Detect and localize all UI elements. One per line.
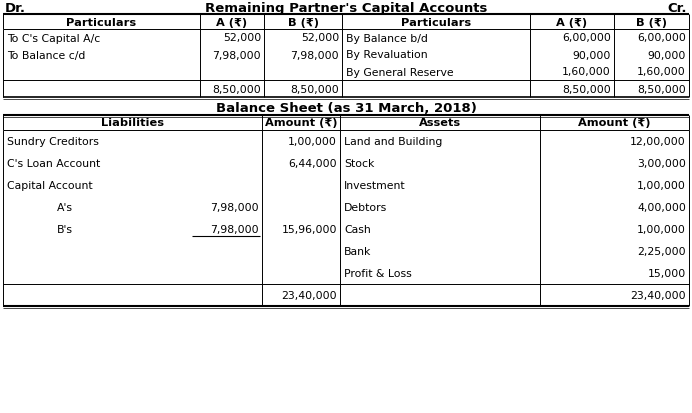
Text: A's: A's — [57, 202, 73, 212]
Text: Land and Building: Land and Building — [344, 137, 442, 147]
Text: 4,00,000: 4,00,000 — [637, 202, 686, 212]
Text: By Revaluation: By Revaluation — [346, 50, 428, 60]
Text: 15,96,000: 15,96,000 — [282, 224, 337, 235]
Text: 6,44,000: 6,44,000 — [289, 159, 337, 169]
Text: B (₹): B (₹) — [636, 17, 667, 27]
Text: 7,98,000: 7,98,000 — [210, 224, 259, 235]
Text: 7,98,000: 7,98,000 — [291, 50, 339, 60]
Text: Liabilities: Liabilities — [101, 118, 164, 128]
Text: 12,00,000: 12,00,000 — [630, 137, 686, 147]
Text: By Balance b/d: By Balance b/d — [346, 33, 428, 43]
Text: 15,000: 15,000 — [648, 268, 686, 278]
Text: 1,00,000: 1,00,000 — [637, 180, 686, 190]
Text: To C's Capital A/c: To C's Capital A/c — [7, 33, 100, 43]
Text: 52,000: 52,000 — [301, 33, 339, 43]
Text: 8,50,000: 8,50,000 — [562, 84, 611, 94]
Text: B's: B's — [57, 224, 73, 235]
Text: 52,000: 52,000 — [223, 33, 261, 43]
Text: Assets: Assets — [419, 118, 461, 128]
Text: Cash: Cash — [344, 224, 371, 235]
Text: To Balance c/d: To Balance c/d — [7, 50, 85, 60]
Text: 1,00,000: 1,00,000 — [637, 224, 686, 235]
Text: B (₹): B (₹) — [287, 17, 318, 27]
Text: Bank: Bank — [344, 247, 372, 256]
Text: 8,50,000: 8,50,000 — [212, 84, 261, 94]
Text: Particulars: Particulars — [401, 17, 471, 27]
Text: Remaining Partner's Capital Accounts: Remaining Partner's Capital Accounts — [205, 2, 487, 15]
Text: Amount (₹): Amount (₹) — [265, 118, 337, 128]
Text: 1,60,000: 1,60,000 — [637, 67, 686, 77]
Text: 7,98,000: 7,98,000 — [210, 202, 259, 212]
Text: Debtors: Debtors — [344, 202, 388, 212]
Text: 8,50,000: 8,50,000 — [637, 84, 686, 94]
Text: 90,000: 90,000 — [572, 50, 611, 60]
Text: 6,00,000: 6,00,000 — [637, 33, 686, 43]
Text: Sundry Creditors: Sundry Creditors — [7, 137, 99, 147]
Text: C's Loan Account: C's Loan Account — [7, 159, 100, 169]
Text: Investment: Investment — [344, 180, 406, 190]
Text: A (₹): A (₹) — [217, 17, 248, 27]
Text: 7,98,000: 7,98,000 — [212, 50, 261, 60]
Text: Dr.: Dr. — [5, 2, 26, 15]
Text: 90,000: 90,000 — [648, 50, 686, 60]
Text: 1,00,000: 1,00,000 — [288, 137, 337, 147]
Text: 23,40,000: 23,40,000 — [630, 290, 686, 300]
Text: Balance Sheet (as 31 March, 2018): Balance Sheet (as 31 March, 2018) — [216, 101, 476, 114]
Text: 1,60,000: 1,60,000 — [562, 67, 611, 77]
Text: 6,00,000: 6,00,000 — [562, 33, 611, 43]
Text: 8,50,000: 8,50,000 — [290, 84, 339, 94]
Text: Profit & Loss: Profit & Loss — [344, 268, 412, 278]
Text: Particulars: Particulars — [66, 17, 136, 27]
Text: Amount (₹): Amount (₹) — [579, 118, 650, 128]
Text: 3,00,000: 3,00,000 — [637, 159, 686, 169]
Text: Capital Account: Capital Account — [7, 180, 93, 190]
Text: By General Reserve: By General Reserve — [346, 67, 454, 77]
Text: 23,40,000: 23,40,000 — [282, 290, 337, 300]
Text: Stock: Stock — [344, 159, 374, 169]
Text: A (₹): A (₹) — [556, 17, 588, 27]
Text: Cr.: Cr. — [668, 2, 687, 15]
Text: 2,25,000: 2,25,000 — [637, 247, 686, 256]
